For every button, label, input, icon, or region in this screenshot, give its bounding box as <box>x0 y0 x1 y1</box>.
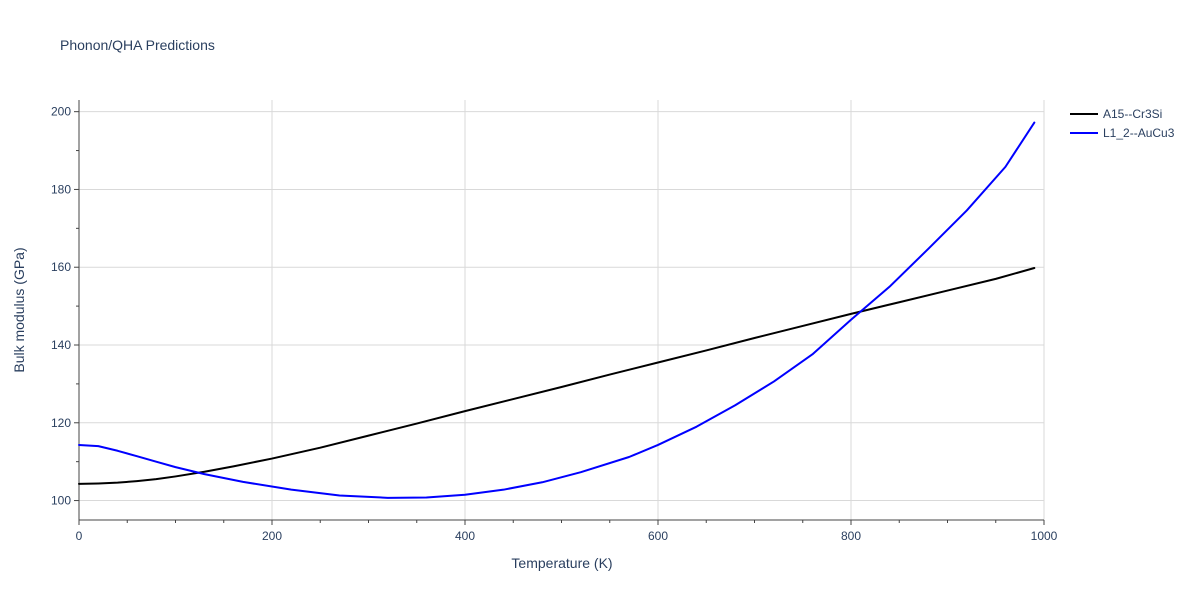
x-tick-label: 200 <box>262 529 282 543</box>
legend-label: L1_2--AuCu3 <box>1103 126 1175 140</box>
legend-item-1[interactable]: A15--Cr3Si <box>1070 107 1162 121</box>
y-tick-label: 180 <box>51 182 71 196</box>
y-tick-label: 140 <box>51 338 71 352</box>
x-tick-label: 600 <box>648 529 668 543</box>
axes-layer: 0 200 400 600 800 1000 100 120 140 160 180 200 <box>51 100 1058 543</box>
series-line-2 <box>78 121 1036 499</box>
y-tick-label: 120 <box>51 416 71 430</box>
y-tick-label: 200 <box>51 105 71 119</box>
y-axis-title: Bulk modulus (GPa) <box>11 247 27 372</box>
x-tick-label: 0 <box>76 529 83 543</box>
y-tick-label: 160 <box>51 260 71 274</box>
series-layer <box>78 121 1036 499</box>
y-tick-label: 100 <box>51 494 71 508</box>
legend[interactable]: A15--Cr3Si L1_2--AuCu3 <box>1070 107 1175 140</box>
x-axis-title: Temperature (K) <box>511 555 612 571</box>
x-tick-label: 800 <box>841 529 861 543</box>
legend-label: A15--Cr3Si <box>1103 107 1162 121</box>
legend-item-2[interactable]: L1_2--AuCu3 <box>1070 126 1175 140</box>
x-tick-label: 400 <box>455 529 475 543</box>
grid-layer <box>79 100 1045 520</box>
x-tick-label: 1000 <box>1031 529 1058 543</box>
chart-title: Phonon/QHA Predictions <box>60 37 215 53</box>
series-line-1 <box>78 267 1036 485</box>
